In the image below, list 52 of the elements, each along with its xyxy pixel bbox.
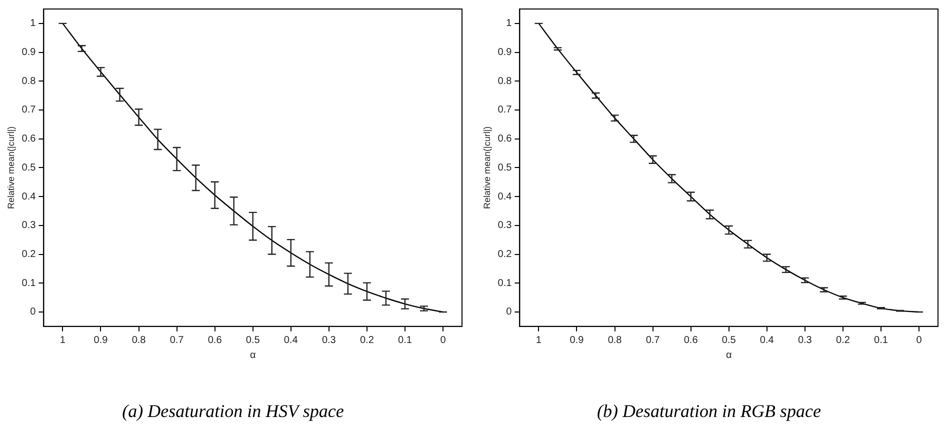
y-tick-label: 0.2 xyxy=(22,249,36,260)
x-tick-label: 1 xyxy=(536,335,542,346)
y-tick-label: 0.7 xyxy=(22,104,36,116)
y-tick-label: 0.8 xyxy=(498,76,512,87)
y-tick-label: 0.1 xyxy=(498,278,512,289)
y-axis-title: Relative mean(|curl|) xyxy=(6,126,16,210)
y-tick-label: 0.5 xyxy=(22,162,36,174)
y-axis-title: Relative mean(|curl|) xyxy=(482,126,492,210)
line-series xyxy=(538,22,920,313)
y-tick-label: 0.1 xyxy=(22,278,36,289)
x-tick-label: 0.1 xyxy=(398,335,412,346)
x-tick-label: 0 xyxy=(916,335,922,346)
text: (b) Desaturation in RGB space xyxy=(597,400,821,421)
x-tick-label: 0.7 xyxy=(646,335,660,346)
y-tick-label: 0 xyxy=(506,306,512,318)
x-tick-label: 0.7 xyxy=(170,335,184,346)
y-tick-label: 0.6 xyxy=(22,134,36,145)
y-tick-label: 0.3 xyxy=(22,220,36,232)
x-tick-label: 0.2 xyxy=(360,335,374,346)
x-tick-label: 0.4 xyxy=(760,335,774,346)
x-tick-label: 0.9 xyxy=(94,335,108,346)
y-tick-label: 1 xyxy=(30,18,36,30)
x-tick-label: 0.6 xyxy=(684,335,698,346)
x-tick-label: 0.5 xyxy=(246,335,260,346)
x-tick-label: 0.6 xyxy=(208,335,222,346)
y-tick-label: 0.2 xyxy=(498,249,512,260)
y-tick-label: 0.8 xyxy=(22,76,36,87)
y-tick-label: 0.9 xyxy=(498,47,512,58)
x-axis-title: α xyxy=(726,350,732,362)
x-tick-label: 0.3 xyxy=(798,335,812,346)
x-axis-title: α xyxy=(250,350,256,362)
y-tick-label: 0.7 xyxy=(498,104,512,116)
y-tick-label: 0.5 xyxy=(498,162,512,174)
x-tick-label: 1 xyxy=(60,335,66,346)
x-tick-label: 0.8 xyxy=(608,335,622,346)
x-tick-label: 0.2 xyxy=(836,335,850,346)
y-tick-label: 0.4 xyxy=(498,191,512,202)
y-tick-label: 1 xyxy=(506,18,512,30)
x-tick-label: 0.9 xyxy=(570,335,584,346)
y-tick-label: 0.6 xyxy=(498,134,512,145)
y-tick-label: 0.4 xyxy=(22,191,36,202)
text: (a) Desaturation in HSV space xyxy=(122,400,344,421)
line-series xyxy=(62,22,444,313)
y-tick-label: 0 xyxy=(30,306,36,318)
x-tick-label: 0.4 xyxy=(284,335,298,346)
x-tick-label: 0.1 xyxy=(874,335,888,346)
x-tick-label: 0.3 xyxy=(322,335,336,346)
y-tick-label: 0.3 xyxy=(498,220,512,232)
x-tick-label: 0.8 xyxy=(132,335,146,346)
x-tick-label: 0 xyxy=(440,335,446,346)
y-tick-label: 0.9 xyxy=(22,47,36,58)
x-tick-label: 0.5 xyxy=(722,335,736,346)
